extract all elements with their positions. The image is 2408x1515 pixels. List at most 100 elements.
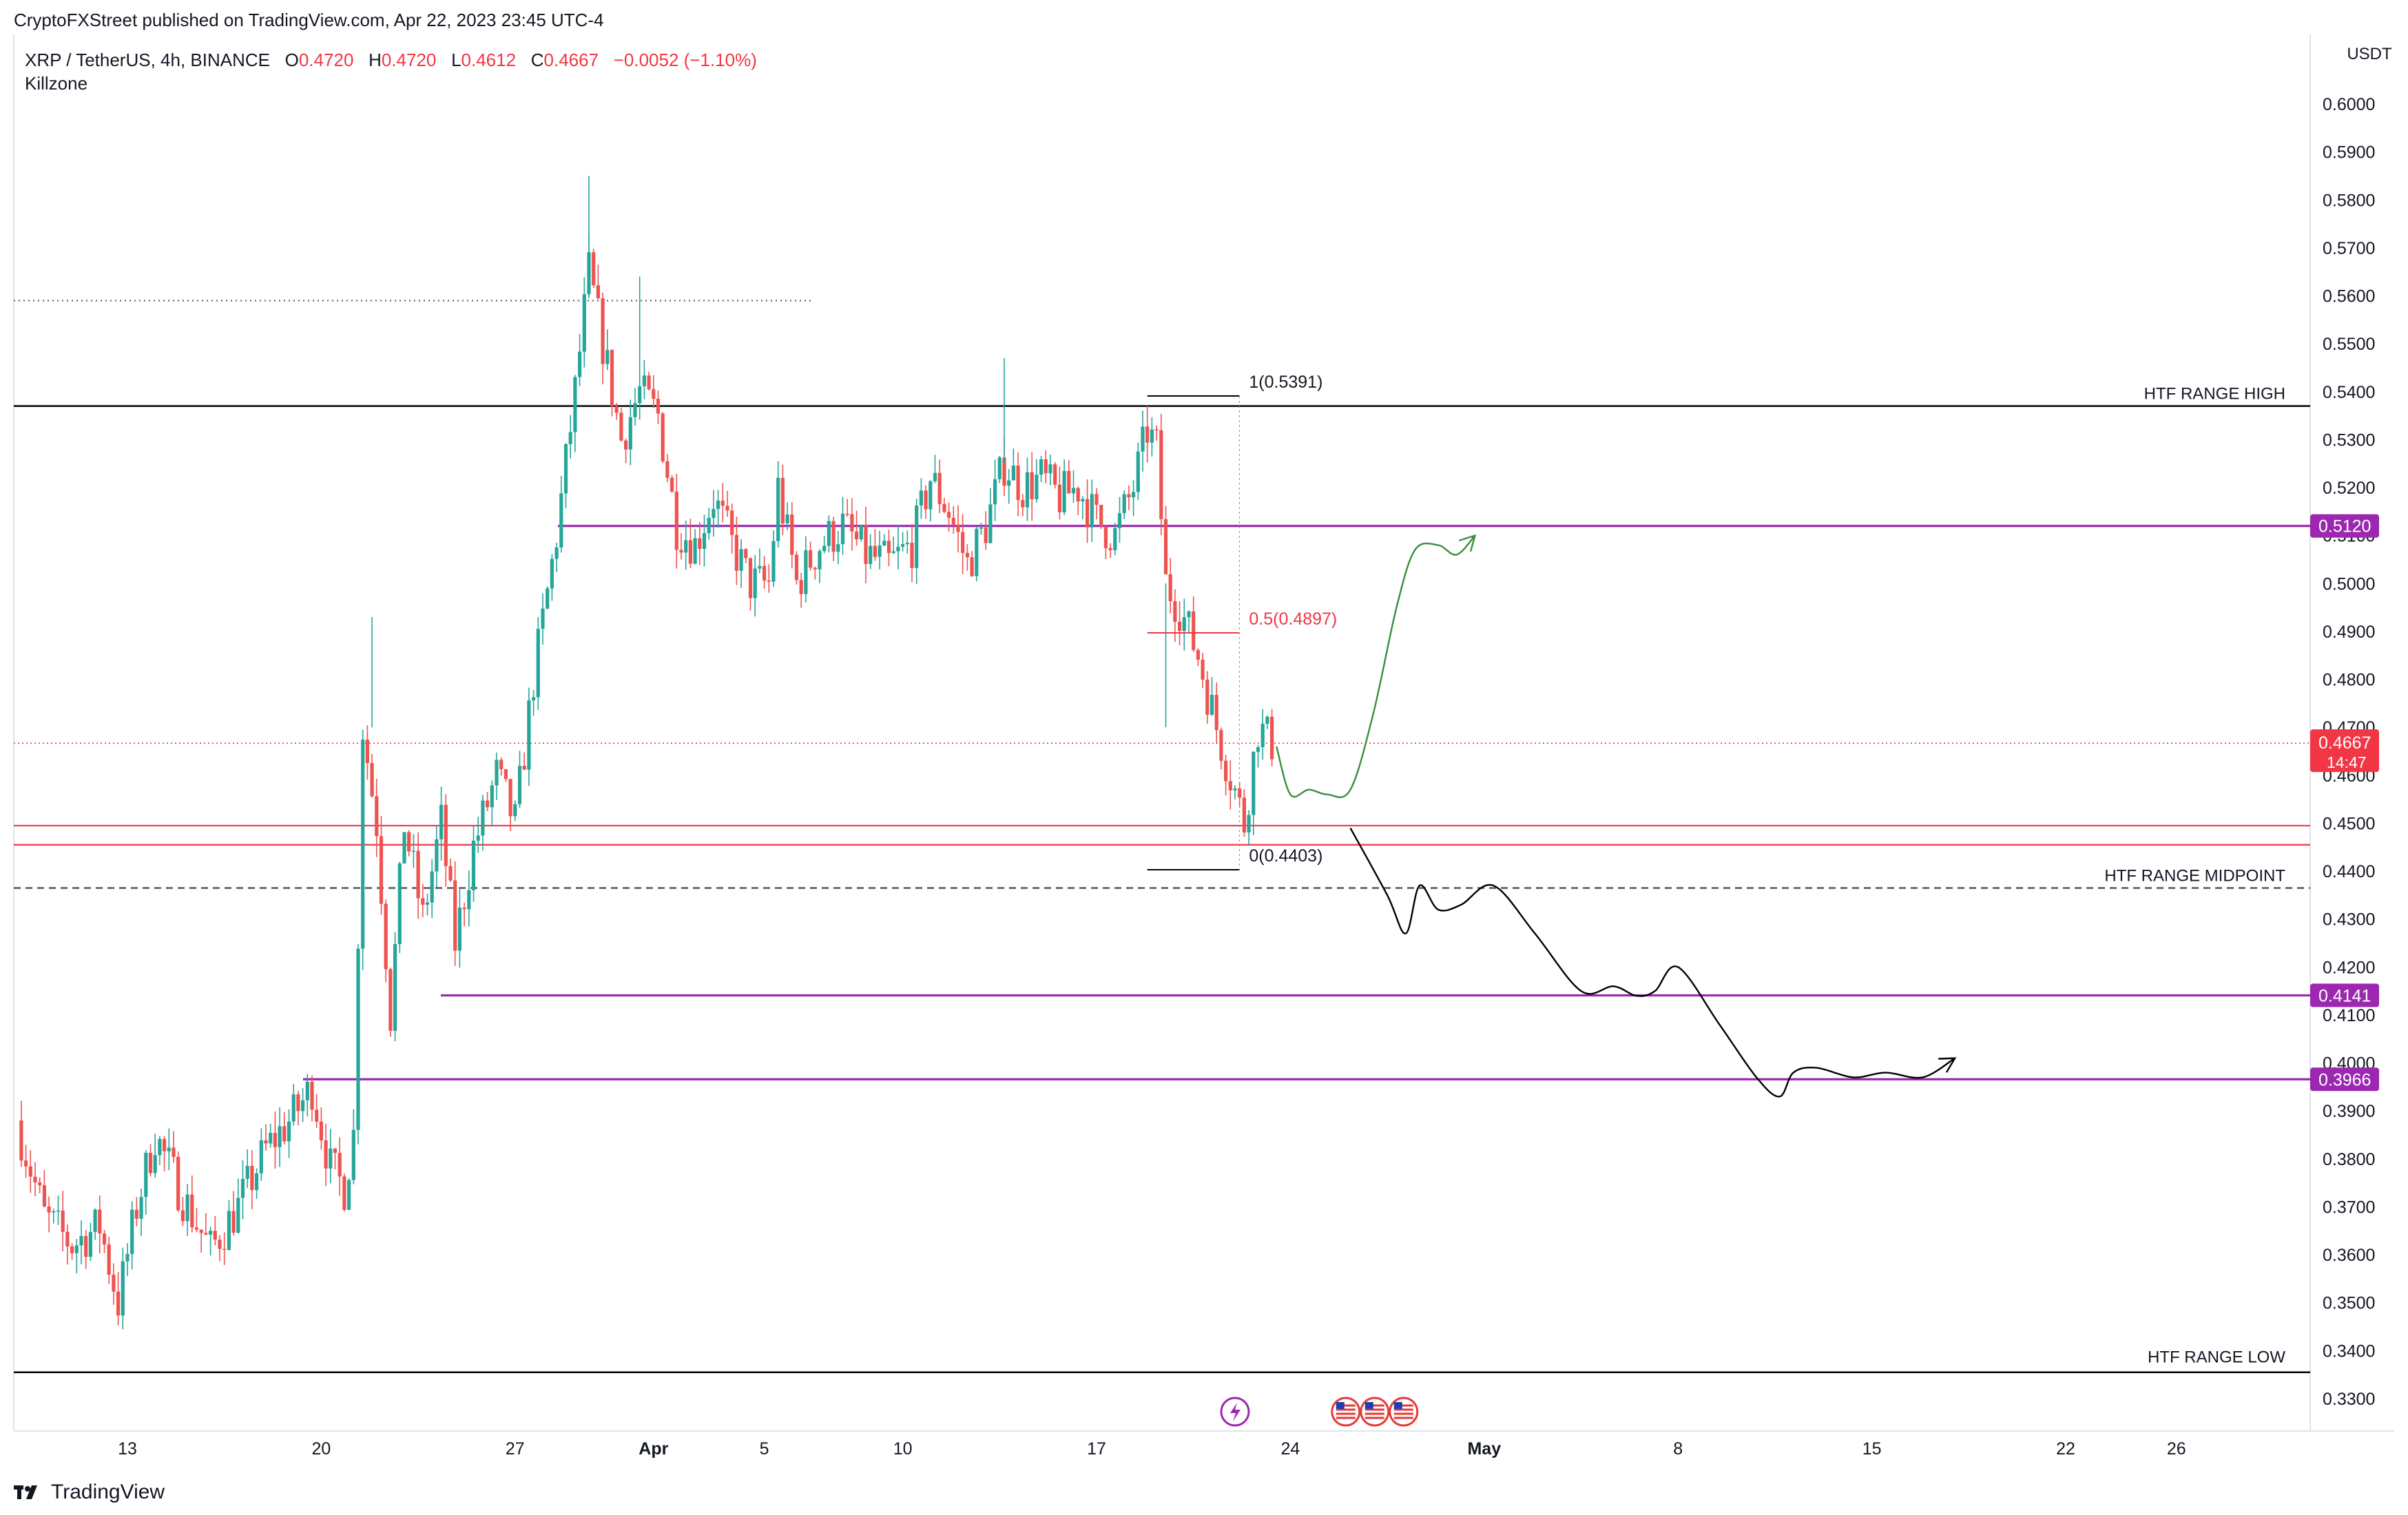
candle-body [624, 440, 628, 450]
candle-body [508, 779, 512, 817]
flag-canton [1364, 1402, 1373, 1409]
candle-body [393, 943, 397, 1031]
candle-body [425, 902, 430, 905]
candle-body [481, 800, 485, 836]
candle-body [167, 1147, 171, 1151]
fib-level-1-label: 1(0.5391) [1249, 373, 1322, 392]
candle-body [541, 608, 545, 629]
candle-body [720, 500, 725, 506]
candle-body [1094, 494, 1099, 505]
candle-body [296, 1094, 300, 1111]
candle-body [338, 1153, 342, 1177]
candle-body [670, 477, 674, 492]
candle-body [1117, 513, 1122, 528]
candle-body [365, 740, 369, 763]
candle-body [702, 533, 707, 549]
candle-body [139, 1197, 143, 1219]
candle-body [679, 550, 683, 553]
candle-body [1154, 429, 1159, 431]
candle-body [375, 796, 379, 837]
candle-body [1035, 474, 1039, 499]
candle-body [462, 908, 466, 910]
candles-group [19, 176, 1274, 1330]
tradingview-logo-icon [14, 1482, 44, 1503]
candle-body [486, 800, 490, 808]
candle-body [1067, 470, 1071, 494]
candle-body [767, 580, 771, 582]
price-tag-bg [2310, 983, 2379, 1007]
candle-body [919, 490, 923, 506]
change-value: −0.0052 (−1.10%) [613, 50, 757, 70]
price-tag-label: 0.3966 [2318, 1070, 2371, 1089]
bullish-projection-arrow-icon [1459, 534, 1477, 552]
candle-body [116, 1291, 121, 1316]
fib-level-05-label: 0.5(0.4897) [1249, 609, 1337, 629]
candle-body [610, 350, 614, 406]
candle-body [255, 1173, 259, 1191]
events-group [1220, 1397, 1419, 1427]
candle-body [74, 1245, 79, 1253]
candle-body [1132, 492, 1136, 498]
candle-body [324, 1140, 328, 1169]
candle-body [831, 521, 835, 552]
candle-body [370, 762, 374, 797]
candle-body [1090, 494, 1094, 527]
candle-body [213, 1231, 217, 1240]
candle-body [172, 1147, 176, 1157]
candle-body [19, 1120, 23, 1161]
candle-body [319, 1121, 323, 1140]
candle-body [804, 550, 808, 594]
candle-body [716, 500, 720, 510]
candle-body [42, 1185, 46, 1206]
candle-body [878, 545, 882, 557]
y-tick-label: 0.5000 [2323, 574, 2375, 594]
candle-body [1122, 494, 1126, 514]
candle-body [388, 969, 393, 1031]
candle-body [245, 1165, 249, 1179]
tradingview-brand[interactable]: TradingView [14, 1481, 165, 1504]
y-tick-label: 0.4800 [2323, 671, 2375, 690]
candle-body [988, 504, 993, 543]
candle-body [771, 541, 776, 582]
candle-body [301, 1100, 305, 1111]
candle-body [176, 1156, 180, 1211]
symbol-name: XRP / TetherUS, 4h, BINANCE [25, 50, 270, 70]
candle-body [347, 1180, 351, 1210]
candle-body [688, 540, 692, 564]
candle-body [605, 350, 610, 364]
candle-body [661, 413, 665, 461]
candle-body [522, 766, 526, 770]
candle-body [180, 1210, 185, 1222]
candle-body [785, 514, 789, 523]
candle-body [656, 399, 661, 414]
close-value: 0.4667 [543, 50, 599, 70]
candle-body [1270, 716, 1274, 760]
candle-body [896, 546, 900, 552]
price-tag-label: 0.4141 [2318, 986, 2371, 1005]
candle-body [1136, 451, 1140, 492]
current-price-tag-label: 0.4667 [2318, 733, 2371, 753]
y-tick-label: 0.5300 [2323, 430, 2375, 450]
candle-body [490, 785, 494, 808]
x-tick-label: 27 [506, 1439, 525, 1459]
y-tick-label: 0.5500 [2323, 335, 2375, 354]
x-tick-label: 8 [1673, 1439, 1683, 1459]
x-tick-label: 5 [760, 1439, 769, 1459]
candle-body [947, 512, 951, 518]
candle-body [1214, 695, 1218, 731]
candle-body [582, 294, 586, 352]
candle-body [933, 472, 937, 481]
x-tick-label: 17 [1087, 1439, 1106, 1459]
candle-body [379, 836, 384, 904]
candle-body [730, 510, 734, 535]
y-tick-label: 0.4500 [2323, 814, 2375, 833]
candle-body [204, 1233, 208, 1235]
candle-body [1252, 751, 1256, 815]
candle-body [329, 1148, 333, 1169]
indicator-label[interactable]: Killzone [25, 73, 88, 94]
candle-body [1265, 716, 1269, 724]
candle-body [278, 1126, 282, 1147]
candle-body [222, 1248, 227, 1251]
candle-body [1168, 574, 1172, 602]
